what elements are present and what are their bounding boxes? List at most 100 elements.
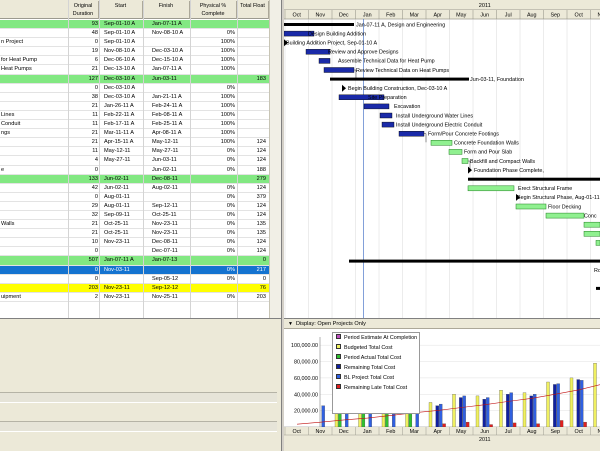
milestone-marker xyxy=(342,84,346,92)
activity-bar xyxy=(379,112,393,119)
table-row[interactable]: 0 Dec-07-11 0% 124 xyxy=(0,247,281,257)
table-row[interactable]: 0 Sep-05-12 0% 0 xyxy=(0,275,281,284)
cell-start: Jan-07-11 A xyxy=(104,257,134,264)
details-field[interactable] xyxy=(0,392,277,403)
cost-bar xyxy=(529,395,533,428)
cell-start: Sep-01-10 A xyxy=(104,21,136,27)
table-row[interactable]: 19 Nov-08-10 A Dec-03-10 A 100% xyxy=(0,47,281,57)
cell-fin: Dec-07-11 xyxy=(152,248,178,255)
panel-menu-icon[interactable]: ▼ xyxy=(288,321,293,327)
table-row[interactable]: 133 Jun-02-11 Dec-08-11 279 xyxy=(0,174,281,184)
activity-bar xyxy=(430,140,453,146)
summary-bar xyxy=(349,259,600,263)
activity-bar xyxy=(583,221,600,228)
table-row[interactable]: Conduit 11 Feb-17-11 A Feb-25-11 A 100% xyxy=(0,120,281,130)
table-row[interactable]: 21 Oct-25-11 Nov-23-11 0% 135 xyxy=(0,229,281,239)
cell-fin: Nov-23-11 xyxy=(152,221,178,228)
cell-pct: 0% xyxy=(226,230,235,237)
splitter[interactable] xyxy=(281,0,284,451)
table-row[interactable]: 203 Nov-23-11 Sep-12-12 76 xyxy=(0,283,281,293)
cell-start xyxy=(104,247,148,256)
table-header: Original Duration Start Finish Physical … xyxy=(0,0,281,19)
table-row[interactable]: 48 Sep-01-10 A Nov-08-10 A 0% xyxy=(0,29,281,39)
cell-name: Walls xyxy=(1,221,15,228)
table-row[interactable]: Lines 11 Feb-22-11 A Feb-08-11 A 100% xyxy=(0,111,281,121)
table-row[interactable]: n Project 0 Sep-01-10 A 100% xyxy=(0,38,281,48)
cell-tf: 0 xyxy=(262,275,266,282)
table-row[interactable]: 21 Apr-15-11 A May-12-11 100% 124 xyxy=(0,138,281,148)
relationship-line xyxy=(468,160,471,170)
cell-start: Nov-03-11 xyxy=(104,266,130,273)
cell-name xyxy=(1,275,68,284)
table-row[interactable]: 0 Nov-03-11 0% 217 xyxy=(0,265,281,275)
cell-dur: 19 xyxy=(91,48,98,55)
cell-name xyxy=(1,75,68,84)
cell-dur: 0 xyxy=(94,275,98,282)
col-original-duration[interactable]: Original Duration xyxy=(68,1,99,19)
month-label: Jun xyxy=(480,13,489,19)
gantt-bar-label: Install Underground Water Lines xyxy=(396,113,473,119)
table-row[interactable]: Heat Pumps 21 Dec-13-10 A Jan-07-11 A 100% xyxy=(0,65,281,75)
cost-bar xyxy=(536,423,540,428)
cost-bar xyxy=(462,395,466,428)
table-row[interactable]: 0 Dec-03-10 A 0% xyxy=(0,84,281,93)
cell-fin: Oct-25-11 xyxy=(152,211,177,218)
table-row[interactable]: ngs 21 Mar-11-11 A Apr-08-11 A 100% xyxy=(0,129,281,139)
table-row[interactable]: e 0 Jun-02-11 0% 188 xyxy=(0,166,281,175)
table-scrollbar[interactable] xyxy=(269,0,281,318)
cell-start: Dec-13-10 A xyxy=(104,66,136,73)
table-row[interactable]: uipment 2 Nov-23-11 Nov-25-11 0% 203 xyxy=(0,293,281,302)
table-row[interactable]: 4 May-27-11 Jun-03-11 0% 124 xyxy=(0,156,281,166)
details-field[interactable] xyxy=(0,421,277,432)
column-divider xyxy=(68,0,69,318)
cell-start: Sep-01-10 A xyxy=(104,30,136,37)
cell-pct: 0% xyxy=(226,266,235,273)
cell-pct: 100% xyxy=(220,130,235,137)
table-row[interactable]: for Heat Pump 6 Dec-06-10 A Dec-15-10 A 100% xyxy=(0,56,281,66)
table-row[interactable]: Walls 21 Oct-25-11 Nov-23-11 0% 135 xyxy=(0,220,281,230)
cell-pct: 100% xyxy=(220,48,235,55)
col-physical-pct[interactable]: Physical % Complete xyxy=(190,1,237,19)
table-row[interactable]: 21 Jan-26-11 A Feb-24-11 A 100% xyxy=(0,102,281,111)
x-month-label: Jul xyxy=(505,429,512,435)
cell-dur: 93 xyxy=(91,21,98,27)
chart-panel-header[interactable]: ▼ Display: Open Projects Only xyxy=(284,319,600,329)
table-row[interactable]: 0 Aug-01-11 0% 379 xyxy=(0,193,281,202)
summary-bar xyxy=(284,23,354,26)
cell-pct: 100% xyxy=(220,121,235,128)
cell-name: for Heat Pump xyxy=(1,57,38,64)
cell-fin: Jan-07-11 A xyxy=(152,66,182,73)
relationship-line xyxy=(354,69,357,79)
legend-swatch xyxy=(336,334,341,340)
gantt-bar-label: Form and Pour Slab xyxy=(464,150,512,156)
cell-tf: 379 xyxy=(256,193,266,200)
table-row[interactable]: 42 Jun-02-11 Aug-02-11 0% 124 xyxy=(0,184,281,193)
x-month-label: Jun xyxy=(480,429,489,435)
table-row[interactable]: 32 Sep-09-11 Oct-25-11 0% 124 xyxy=(0,211,281,221)
gantt-canvas: 2011 Oct Nov Dec Jan Feb Mar Apr May Jun Jul Aug Sep… xyxy=(284,0,600,318)
cell-name xyxy=(1,202,68,211)
cell-dur: 48 xyxy=(91,30,98,37)
x-month-label: Feb xyxy=(386,429,395,435)
cell-start: Dec-03-10 A xyxy=(104,84,136,91)
col-finish[interactable]: Finish xyxy=(143,1,190,19)
col-total-float[interactable]: Total Float xyxy=(237,1,269,19)
cost-bar xyxy=(509,392,513,428)
cell-start: Sep-09-11 xyxy=(104,211,130,218)
month-label: Oct xyxy=(575,13,584,19)
cell-name xyxy=(1,284,68,293)
cell-dur: 21 xyxy=(91,139,98,146)
table-row[interactable]: 127 Dec-03-10 A Jun-03-11 183 xyxy=(0,74,281,84)
table-row[interactable]: 507 Jan-07-11 A Jan-07-13 0 xyxy=(0,256,281,266)
cell-name xyxy=(1,102,68,111)
table-row[interactable]: 10 Nov-23-11 Dec-08-11 0% 124 xyxy=(0,238,281,248)
table-row[interactable]: 11 May-12-11 May-27-11 0% 124 xyxy=(0,147,281,157)
table-row[interactable]: 29 Aug-01-11 Sep-12-11 0% 124 xyxy=(0,202,281,211)
table-row[interactable]: 93 Sep-01-10 A Jan-07-11 A xyxy=(0,20,281,30)
cell-dur: 29 xyxy=(91,202,98,209)
table-row[interactable]: 38 Dec-03-10 A Jan-21-11 A 100% xyxy=(0,93,281,102)
activity-bar xyxy=(323,67,355,73)
gantt-bar-label: Ro xyxy=(594,268,600,274)
col-start[interactable]: Start xyxy=(99,1,143,19)
cell-pct: 0% xyxy=(226,275,235,282)
